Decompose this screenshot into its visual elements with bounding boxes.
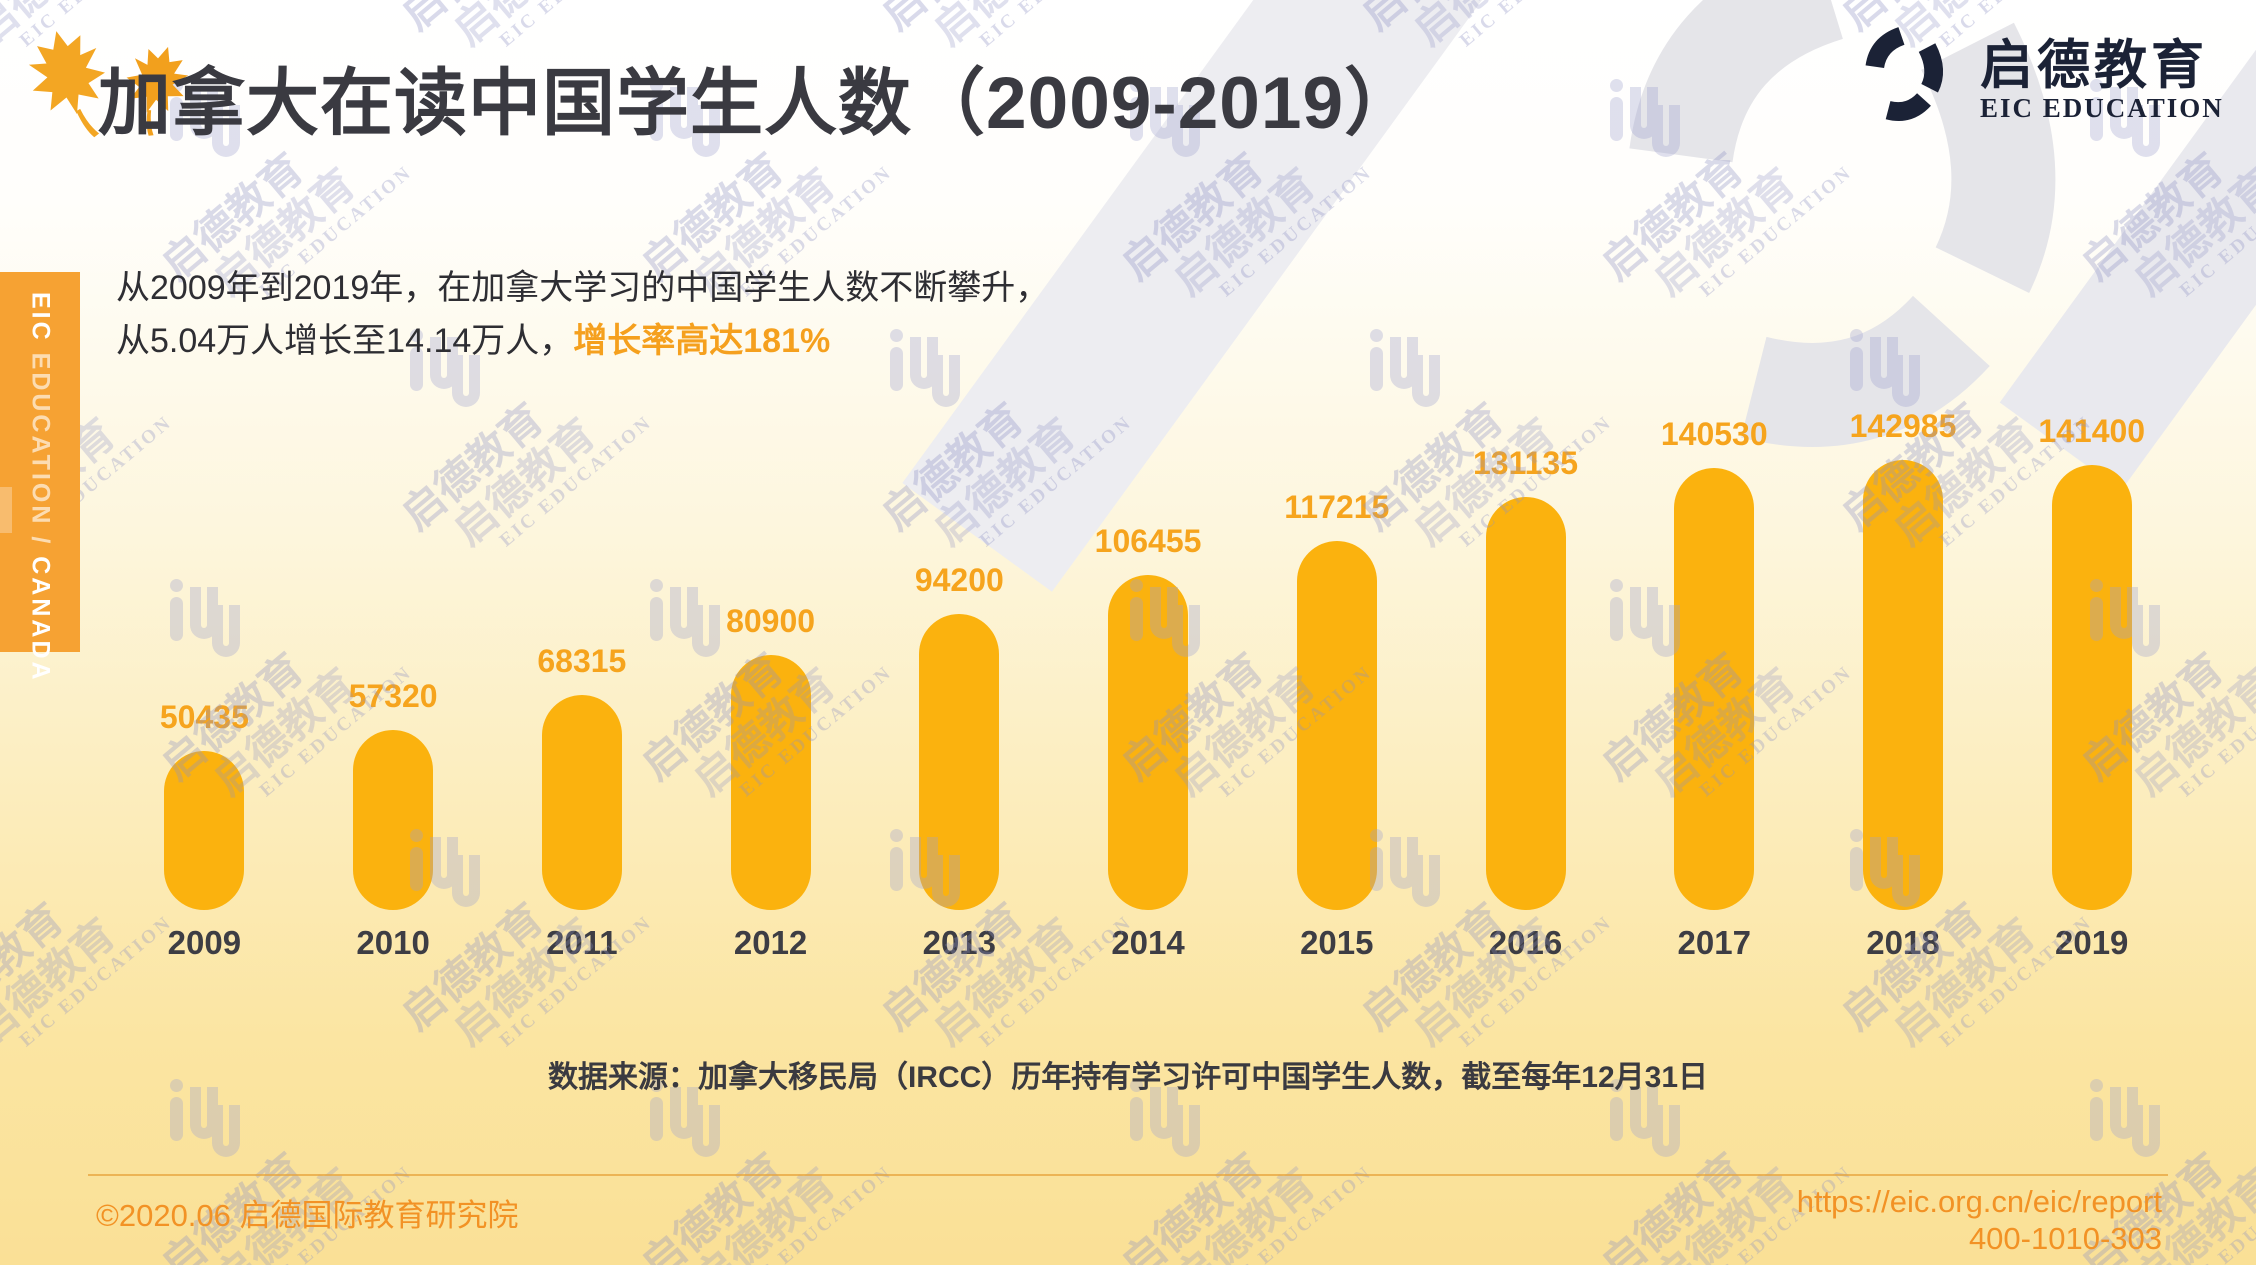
bar-value-label: 131135 bbox=[1473, 445, 1579, 481]
bar-column: 50435 bbox=[110, 390, 299, 910]
brand-logo: 启德教育 EIC EDUCATION bbox=[1848, 22, 2224, 140]
bar-chart: 50435 57320 68315 80900 94200 106455 117215 131… bbox=[110, 390, 2186, 910]
bar-value-label: 140530 bbox=[1660, 416, 1768, 452]
maple-leaves-icon bbox=[28, 31, 189, 138]
bar-column: 80900 bbox=[676, 390, 865, 910]
intro-line2: 从5.04万人增长至14.14万人，增长率高达181% bbox=[116, 322, 831, 360]
brand-name-zh: 启德教育 bbox=[1980, 35, 2208, 95]
intro-text: 从2009年到2019年，在加拿大学习的中国学生人数不断攀升， 从5.04万人增… bbox=[116, 262, 1049, 368]
footer-phone: 400-1010-303 bbox=[1968, 1221, 2162, 1256]
bar bbox=[1674, 468, 1755, 910]
bar-value-label: 142985 bbox=[1849, 408, 1957, 444]
bar bbox=[1296, 541, 1377, 910]
year-label: 2009 bbox=[167, 924, 242, 961]
bar-value-label: 68315 bbox=[537, 643, 627, 679]
bar-value-label: 57320 bbox=[348, 678, 438, 714]
year-label: 2019 bbox=[2055, 924, 2129, 961]
year-label: 2017 bbox=[1677, 924, 1751, 961]
footer-divider bbox=[88, 1174, 2168, 1176]
sidebar-canada-tab: EIC EDUCATION / CANADA bbox=[0, 272, 80, 683]
bar-value-label: 50435 bbox=[159, 699, 249, 735]
bar-column: 117215 bbox=[1242, 390, 1431, 910]
bar-column: 142985 bbox=[1809, 390, 1998, 910]
bar bbox=[1108, 575, 1189, 910]
year-label: 2010 bbox=[356, 924, 430, 961]
bar-column: 141400 bbox=[1997, 390, 2186, 910]
year-label: 2013 bbox=[922, 924, 997, 961]
year-label: 2011 bbox=[546, 924, 618, 961]
data-source-note: 数据来源：加拿大移民局（IRCC）历年持有学习许可中国学生人数，截至每年12月3… bbox=[547, 1061, 1709, 1094]
bar bbox=[1485, 497, 1566, 910]
page-title: 加拿大在读中国学生人数（2009-2019） bbox=[98, 63, 1419, 144]
year-label: 2014 bbox=[1111, 924, 1185, 961]
year-label: 2018 bbox=[1866, 924, 1940, 961]
year-label: 2016 bbox=[1488, 924, 1563, 961]
bar bbox=[730, 655, 811, 910]
bar-value-label: 94200 bbox=[914, 562, 1004, 598]
sidebar-vertical-label: EIC EDUCATION / CANADA bbox=[26, 292, 55, 683]
bar bbox=[1862, 460, 1943, 910]
bar bbox=[919, 614, 1000, 910]
year-label: 2015 bbox=[1300, 924, 1374, 961]
growth-rate-highlight: 增长率高达181% bbox=[573, 322, 831, 360]
sidebar-notch bbox=[0, 487, 12, 533]
bar-column: 57320 bbox=[299, 390, 488, 910]
x-axis-labels: 2009 2010 2011 2012 2013 2014 2015 2016 2017 2018… bbox=[110, 924, 2186, 962]
background-brand-mark bbox=[1629, 0, 2056, 447]
bar bbox=[164, 751, 245, 910]
report-url-link[interactable]: https://eic.org.cn/eic/report bbox=[1796, 1184, 2162, 1219]
eic-logo-icon bbox=[1865, 27, 1943, 121]
bar-column: 106455 bbox=[1054, 390, 1243, 910]
footer-contact: https://eic.org.cn/eic/report 400-1010-3… bbox=[1797, 1183, 2162, 1257]
bar bbox=[353, 730, 434, 910]
bar-value-label: 106455 bbox=[1094, 523, 1202, 559]
bar-column: 131135 bbox=[1431, 390, 1620, 910]
brand-name-en: EIC EDUCATION bbox=[1980, 93, 2224, 124]
bar bbox=[2051, 465, 2132, 910]
bar bbox=[541, 695, 622, 910]
bar-value-label: 117215 bbox=[1284, 489, 1390, 525]
bar-column: 140530 bbox=[1620, 390, 1809, 910]
bar-value-label: 80900 bbox=[726, 603, 816, 639]
footer-copyright: ©2020.06 启德国际教育研究院 bbox=[96, 1198, 519, 1233]
intro-line1: 从2009年到2019年，在加拿大学习的中国学生人数不断攀升， bbox=[116, 269, 1050, 307]
bar-column: 68315 bbox=[487, 390, 676, 910]
bar-column: 94200 bbox=[865, 390, 1054, 910]
bar-value-label: 141400 bbox=[2038, 413, 2146, 449]
year-label: 2012 bbox=[733, 924, 808, 961]
